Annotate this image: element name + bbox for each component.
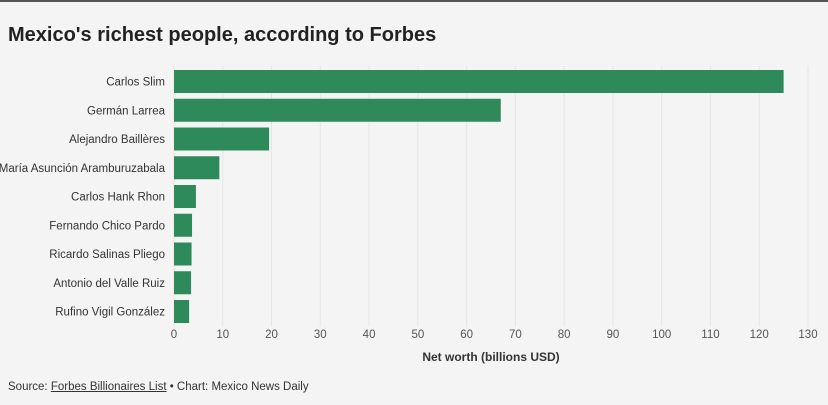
x-tick-label: 0 (171, 329, 177, 341)
category-label: Carlos Hank Rhon (71, 192, 165, 204)
category-label: Ricardo Salinas Pliego (49, 249, 165, 261)
x-axis-title: Net worth (billions USD) (422, 350, 559, 364)
category-label: Antonio del Valle Ruiz (53, 278, 165, 290)
x-tick-label: 50 (411, 329, 424, 341)
category-label: Carlos Slim (106, 77, 165, 89)
x-tick-label: 80 (558, 329, 571, 341)
source-note: Source: Forbes Billionaires List • Chart… (8, 381, 309, 393)
source-suffix: • Chart: Mexico News Daily (166, 381, 309, 393)
x-tick-label: 20 (265, 329, 278, 341)
category-label: Fernando Chico Pardo (49, 220, 165, 232)
x-tick-label: 40 (363, 329, 376, 341)
bar (174, 300, 190, 323)
chart-title: Mexico's richest people, according to Fo… (8, 24, 437, 46)
x-tick-label: 60 (460, 329, 473, 341)
bar (174, 271, 192, 295)
source-prefix: Source: (8, 381, 51, 393)
x-tick-label: 30 (314, 329, 327, 341)
category-label: Rufino Vigil González (55, 307, 165, 319)
x-tick-label: 90 (607, 329, 620, 341)
bar (174, 156, 220, 180)
category-label: Germán Larrea (87, 105, 166, 117)
bar (174, 185, 196, 208)
x-tick-label: 10 (216, 329, 229, 341)
x-tick-label: 120 (750, 329, 769, 341)
bar (174, 127, 270, 151)
x-tick-label: 70 (509, 329, 522, 341)
bar (174, 98, 501, 122)
category-label: Alejandro Baillères (69, 134, 165, 146)
bar (174, 213, 193, 237)
source-link[interactable]: Forbes Billionaires List (50, 381, 167, 393)
x-tick-label: 100 (652, 329, 671, 341)
bar (174, 242, 192, 266)
x-tick-label: 130 (798, 329, 817, 341)
x-tick-label: 110 (701, 329, 719, 341)
bar (174, 70, 784, 93)
category-label: María Asunción Aramburuzabala (0, 163, 166, 175)
